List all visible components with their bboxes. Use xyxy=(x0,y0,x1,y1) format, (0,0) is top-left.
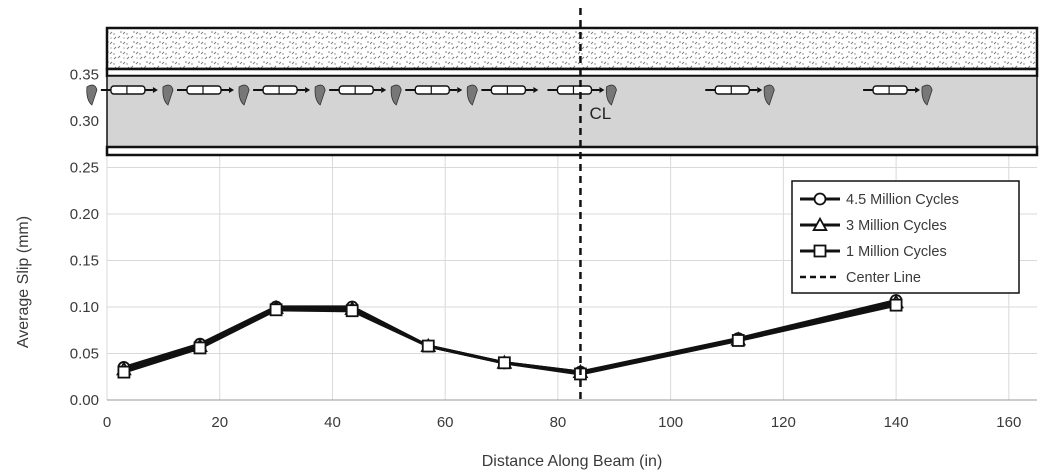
x-tick-label-7: 140 xyxy=(884,414,909,431)
legend-label-2: 1 Million Cycles xyxy=(846,244,947,260)
data-series xyxy=(116,294,904,381)
sensor-body-4 xyxy=(414,85,450,95)
x-tick-labels: 0 20 40 60 80 100 120 140 160 xyxy=(103,414,1022,431)
sensor-body-7 xyxy=(714,85,750,95)
slip-sensor-8 xyxy=(863,84,933,106)
y-tick-label-1: 0.05 xyxy=(70,346,99,363)
sensor-bracket-3 xyxy=(314,84,326,106)
x-tick-label-3: 60 xyxy=(437,414,454,431)
sensor-bracket-7 xyxy=(763,84,775,106)
sensor-bracket-1 xyxy=(162,84,174,106)
y-tick-label-0: 0.00 xyxy=(70,392,99,409)
data-point-2-1 xyxy=(193,341,207,355)
sensor-bracket-5 xyxy=(466,84,478,106)
legend-label-0: 4.5 Million Cycles xyxy=(846,192,959,208)
x-tick-label-0: 0 xyxy=(103,414,111,431)
sensor-bracket-6 xyxy=(605,84,617,106)
x-axis-title: Distance Along Beam (in) xyxy=(482,453,663,470)
sensor-tip-4 xyxy=(457,87,463,93)
top-flange xyxy=(105,67,1039,78)
y-tick-label-3: 0.15 xyxy=(70,253,99,270)
slip-sensor-7 xyxy=(705,84,775,106)
x-tick-label-8: 160 xyxy=(996,414,1021,431)
x-tick-label-5: 100 xyxy=(658,414,683,431)
y-tick-labels: 0.00 0.05 0.10 0.15 0.20 0.25 0.30 0.35 xyxy=(70,67,99,410)
sensor-body-6 xyxy=(556,85,593,95)
data-point-2-3 xyxy=(345,304,359,318)
series-2 xyxy=(117,298,903,381)
bottom-flange xyxy=(105,145,1039,157)
sensor-tip-0 xyxy=(152,87,158,93)
sensor-body-0 xyxy=(110,85,146,95)
x-tick-label-6: 120 xyxy=(771,414,796,431)
sensor-tip-6 xyxy=(599,87,605,93)
data-point-2-7 xyxy=(731,334,745,347)
slip-sensors xyxy=(86,84,933,106)
legend-item-0: 4.5 Million Cycles xyxy=(800,192,959,208)
data-point-2-4 xyxy=(421,339,435,353)
legend-item-1: 3 Million Cycles xyxy=(800,216,947,234)
center-line-annotation: CL xyxy=(589,104,611,123)
concrete-slab xyxy=(105,26,1039,71)
y-tick-label-4: 0.20 xyxy=(70,206,99,223)
sensor-body-3 xyxy=(338,85,374,95)
slip-sensor-6 xyxy=(547,84,617,106)
data-point-2-5 xyxy=(497,356,511,370)
x-tick-label-2: 40 xyxy=(324,414,341,431)
sensor-body-2 xyxy=(262,85,298,95)
data-point-2-2 xyxy=(269,303,283,317)
slip-sensor-0 xyxy=(86,84,158,106)
legend-item-2: 1 Million Cycles xyxy=(800,244,947,260)
x-tick-label-4: 80 xyxy=(550,414,567,431)
sensor-body-5 xyxy=(490,85,527,95)
sensor-tip-5 xyxy=(533,87,539,93)
data-point-2-0 xyxy=(117,365,131,379)
slip-sensor-1 xyxy=(162,84,234,106)
legend-marker-0 xyxy=(813,192,827,206)
sensor-bracket-4 xyxy=(390,84,402,106)
legend: 4.5 Million Cycles 3 Million Cycles 1 Mill… xyxy=(791,180,1020,294)
slip-sensor-3 xyxy=(314,84,387,106)
data-point-2-8 xyxy=(889,298,903,312)
sensor-tip-7 xyxy=(757,87,763,93)
y-tick-label-2: 0.10 xyxy=(70,299,99,316)
sensor-tip-2 xyxy=(305,87,311,93)
sensor-bracket-0 xyxy=(86,84,98,106)
y-tick-label-6: 0.30 xyxy=(70,113,99,130)
sensor-tip-8 xyxy=(915,87,921,93)
legend-item-3: Center Line xyxy=(800,270,921,286)
sensor-body-1 xyxy=(186,85,222,95)
sensor-tip-1 xyxy=(229,87,234,93)
sensor-tip-3 xyxy=(381,87,387,93)
legend-marker-2 xyxy=(813,244,827,258)
y-tick-label-5: 0.25 xyxy=(70,160,99,177)
slip-sensor-4 xyxy=(390,84,463,106)
sensor-body-8 xyxy=(872,85,908,95)
y-tick-label-7: 0.35 xyxy=(70,67,99,84)
slip-sensor-2 xyxy=(238,84,311,106)
legend-label-1: 3 Million Cycles xyxy=(846,218,947,234)
legend-label-3: Center Line xyxy=(846,270,921,286)
sensor-bracket-8 xyxy=(921,84,933,106)
x-tick-label-1: 20 xyxy=(211,414,228,431)
legend-marker-1 xyxy=(812,216,828,231)
y-axis-title: Average Slip (mm) xyxy=(15,216,32,348)
sensor-bracket-2 xyxy=(238,84,250,106)
slip-sensor-5 xyxy=(466,84,539,106)
